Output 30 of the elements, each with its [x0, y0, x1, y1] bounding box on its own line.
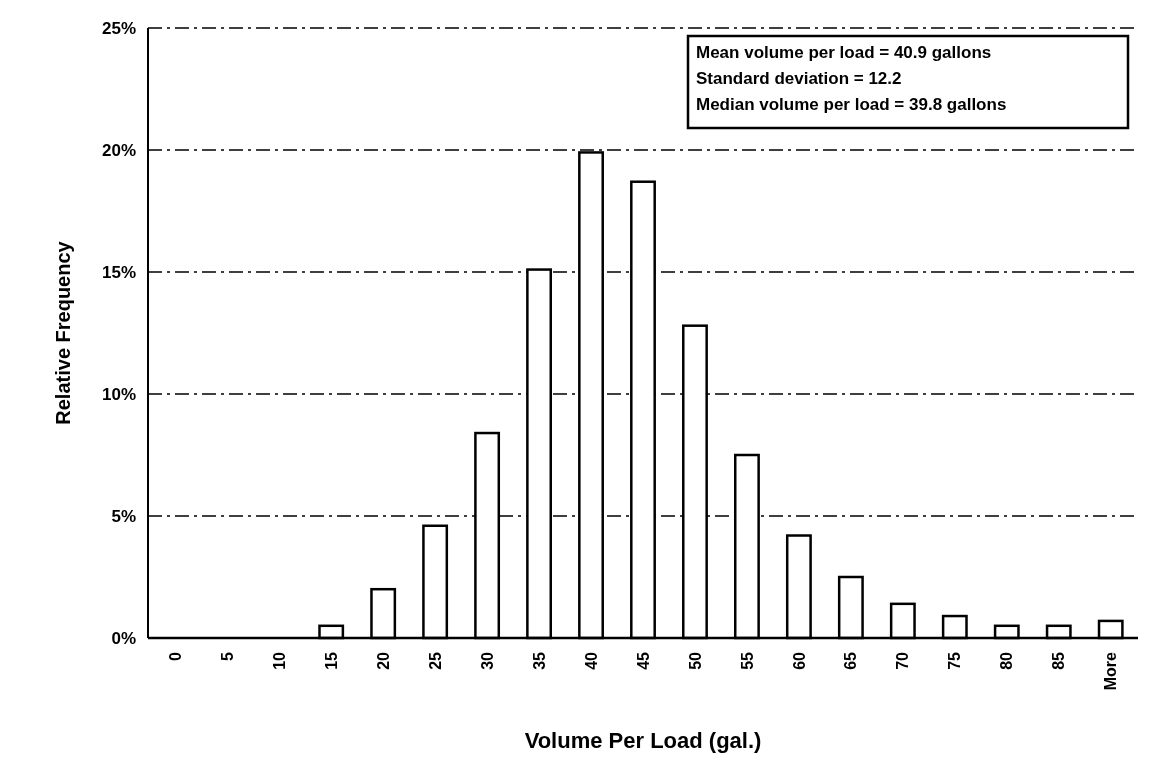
x-tick-label: 65	[842, 651, 860, 670]
x-tick-label: 5	[218, 651, 236, 661]
x-tick-label: 50	[686, 651, 704, 670]
x-tick-label: 35	[530, 651, 548, 670]
annotation: Mean volume per load = 40.9 gallons	[696, 43, 992, 62]
x-axis-title: Volume Per Load (gal.)	[524, 728, 762, 753]
x-tick-label: 25	[426, 651, 444, 670]
x-tick-label: 30	[478, 651, 496, 670]
y-tick-label: 15%	[101, 262, 136, 282]
x-tick-label: 55	[738, 651, 756, 670]
x-tick-label: 0	[166, 651, 184, 661]
x-tick-label: 75	[946, 651, 964, 670]
x-tick-label: 60	[790, 651, 808, 670]
x-tick-label: 85	[1050, 651, 1068, 670]
x-tick-label: 80	[998, 651, 1016, 670]
x-tick-label: 70	[894, 651, 912, 670]
x-tick-label: 45	[634, 651, 652, 670]
y-tick-label: 10%	[101, 384, 136, 404]
annotation: Standard deviation = 12.2	[696, 69, 902, 88]
y-tick-label: 0%	[111, 628, 136, 648]
y-axis-title: Relative Frequency	[52, 240, 74, 425]
x-tick-label: 10	[270, 651, 288, 670]
annotation: Median volume per load = 39.8 gallons	[696, 95, 1007, 114]
y-tick-label: 5%	[111, 506, 136, 526]
y-tick-label: 20%	[101, 140, 136, 160]
y-tick-label: 25%	[101, 18, 136, 38]
x-tick-label: 20	[374, 651, 392, 670]
x-tick-label: 40	[582, 651, 600, 670]
x-tick-label: More	[1102, 651, 1120, 691]
x-tick-label: 15	[322, 651, 340, 670]
